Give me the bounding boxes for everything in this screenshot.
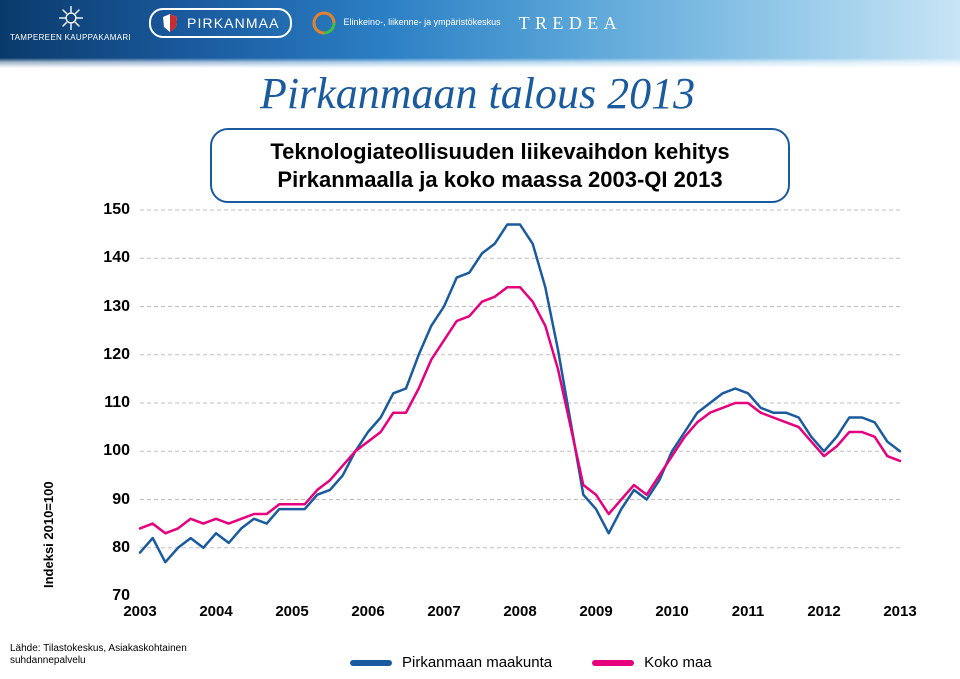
y-tick-label: 120 (90, 346, 130, 364)
source-line-2: suhdannepalvelu (10, 655, 86, 666)
x-tick-label: 2012 (807, 603, 840, 620)
logo-pirkanmaa: PIRKANMAA (149, 8, 292, 38)
legend-item-kokomaa: Koko maa (592, 654, 712, 671)
chart-legend: Pirkanmaan maakunta Koko maa (350, 654, 712, 671)
header-logos: TAMPEREEN KAUPPAKAMARI PIRKANMAA Elinkei… (10, 4, 622, 42)
y-tick-label: 110 (90, 394, 130, 412)
y-tick-label: 150 (90, 201, 130, 219)
source-footer: Lähde: Tilastokeskus, Asiakaskohtainen s… (10, 643, 187, 667)
logo-tredea: TREDEA (519, 13, 622, 34)
x-tick-label: 2011 (732, 603, 765, 620)
x-tick-label: 2003 (123, 603, 156, 620)
y-tick-label: 140 (90, 249, 130, 267)
x-tick-label: 2007 (427, 603, 460, 620)
logo-ely-label: Elinkeino-, liikenne- ja ympäristökeskus (344, 18, 501, 28)
logo-kauppakamari: TAMPEREEN KAUPPAKAMARI (10, 4, 131, 42)
shield-icon (161, 12, 179, 34)
chart-container: Indeksi 2010=100 20032004200520062007200… (80, 210, 900, 618)
legend-item-pirkanmaa: Pirkanmaan maakunta (350, 654, 552, 671)
wheel-icon (57, 4, 85, 32)
y-axis-label: Indeksi 2010=100 (41, 481, 56, 588)
x-tick-label: 2004 (199, 603, 232, 620)
legend-label: Pirkanmaan maakunta (402, 654, 552, 671)
y-tick-label: 80 (90, 539, 130, 557)
x-tick-label: 2010 (655, 603, 688, 620)
x-tick-label: 2006 (351, 603, 384, 620)
logo-pirkanmaa-label: PIRKANMAA (187, 15, 280, 31)
y-tick-label: 100 (90, 442, 130, 460)
logo-kauppakamari-label: TAMPEREEN KAUPPAKAMARI (10, 34, 131, 42)
x-tick-label: 2009 (579, 603, 612, 620)
legend-label: Koko maa (644, 654, 712, 671)
header-banner: TAMPEREEN KAUPPAKAMARI PIRKANMAA Elinkei… (0, 0, 960, 68)
y-tick-label: 70 (90, 587, 130, 605)
legend-swatch (350, 660, 392, 666)
swirl-icon (310, 9, 338, 37)
x-tick-label: 2013 (883, 603, 916, 620)
chart-svg (140, 210, 900, 596)
legend-swatch (592, 660, 634, 666)
x-tick-label: 2008 (503, 603, 536, 620)
y-tick-label: 130 (90, 298, 130, 316)
logo-ely: Elinkeino-, liikenne- ja ympäristökeskus (310, 9, 501, 37)
y-tick-label: 90 (90, 491, 130, 509)
x-tick-label: 2005 (275, 603, 308, 620)
chart-subtitle: Teknologiateollisuuden liikevaihdon kehi… (210, 128, 790, 203)
source-line-1: Lähde: Tilastokeskus, Asiakaskohtainen (10, 643, 187, 654)
page-title: Pirkanmaan talous 2013 (260, 68, 695, 119)
chart-plot: 2003200420052006200720082009201020112012… (140, 210, 900, 596)
